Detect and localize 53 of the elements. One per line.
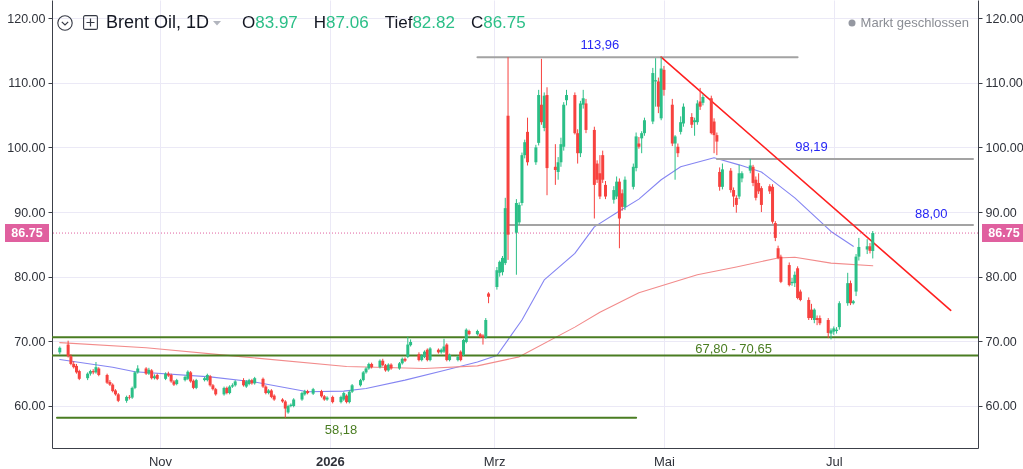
candlestick (637, 136, 641, 150)
candlestick (818, 314, 822, 326)
candlestick (403, 356, 407, 363)
y-tick-label: 90.00 (14, 205, 46, 220)
candlestick (676, 143, 680, 158)
candlestick (846, 272, 850, 307)
text: O83.97 H87.06 Tief82.82 C86.75 (242, 12, 526, 32)
y-tick-label: 120.00 (7, 11, 46, 26)
candlestick (701, 93, 705, 106)
y-tick-label: 80.00 (14, 270, 46, 285)
y-tick-label: 100.00 (7, 140, 46, 155)
candlestick (868, 242, 872, 254)
x-tick-label: Mai (653, 453, 676, 469)
annotation: 58,18 (324, 421, 358, 437)
candlestick (787, 261, 791, 287)
candlestick (534, 144, 538, 166)
candlestick (871, 230, 875, 259)
y2-tick-label: 110.00 (985, 76, 1023, 91)
annotation: 113,96 (580, 37, 620, 53)
y-tick-label: 110.00 (8, 76, 46, 91)
y2-tick-label: 120.00 (985, 11, 1023, 26)
candlestick (826, 317, 830, 339)
candlestick (553, 143, 557, 186)
text: 86.75 (988, 226, 1020, 241)
x-tick-label: 2026 (315, 453, 345, 469)
annotation: 67,80 - 70,65 (695, 340, 772, 356)
candlestick (737, 164, 741, 200)
candlestick (662, 65, 666, 97)
annotation: Markt geschlossen (860, 15, 969, 30)
x-tick-label: Nov (148, 453, 173, 469)
annotation: 98,19 (795, 139, 828, 155)
candlestick (598, 154, 602, 200)
candlestick (603, 180, 607, 200)
y-tick-label: 70.00 (14, 334, 46, 349)
y2-tick-label: 90.00 (985, 205, 1017, 220)
y-tick-label: 60.00 (14, 399, 46, 414)
y2-tick-label: 70.00 (985, 334, 1017, 349)
text: Brent Oil, 1D (106, 12, 210, 33)
candlestick (539, 58, 543, 126)
line-series (59, 256, 874, 370)
candlestick (484, 317, 488, 340)
line-series (59, 157, 854, 393)
ref-line-label: 86.75 (5, 224, 49, 243)
candlestick (720, 163, 724, 190)
y2-tick-label: 80.00 (985, 270, 1017, 285)
candlestick (467, 329, 471, 337)
annotation: 88,00 (914, 205, 948, 221)
x-tick-label: Mrz (483, 453, 506, 469)
candlestick (718, 166, 722, 192)
x-tick-label: Jul (825, 453, 843, 469)
candlestick (615, 175, 619, 200)
y2-tick-label: 60.00 (985, 399, 1017, 414)
y2-tick-label: 100.00 (985, 140, 1023, 155)
